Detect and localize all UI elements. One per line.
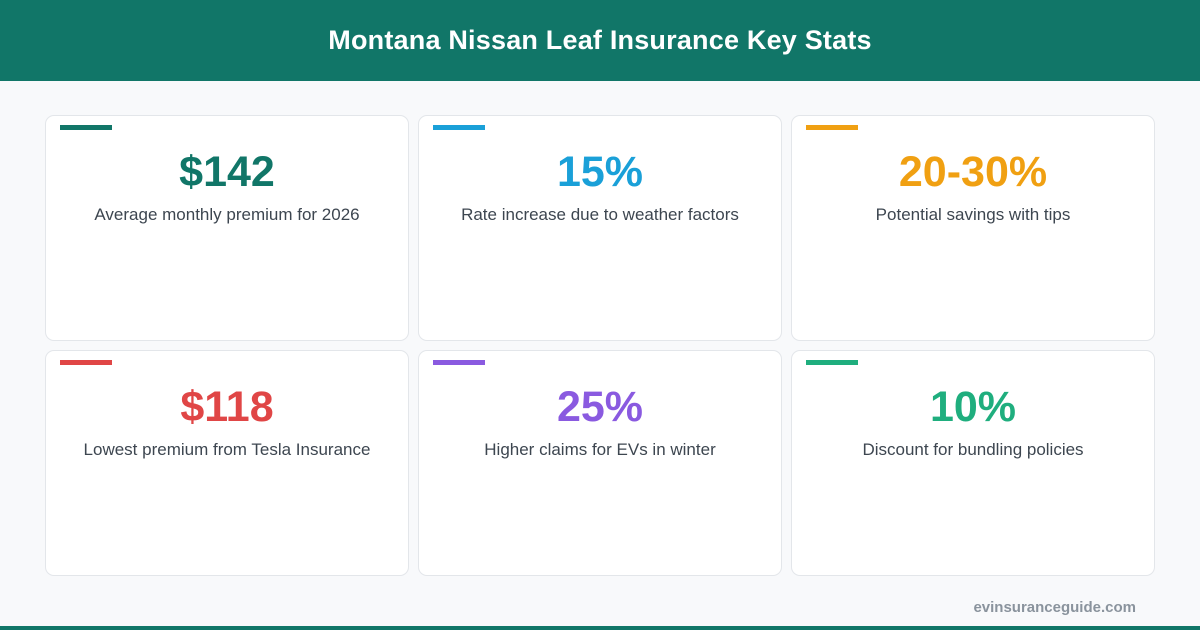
card-accent-bar — [433, 360, 485, 365]
stat-label: Lowest premium from Tesla Insurance — [83, 440, 371, 459]
stat-value: 10% — [929, 383, 1017, 431]
stat-card-average-premium: $142 Average monthly premium for 2026 — [45, 115, 409, 341]
stat-label: Rate increase due to weather factors — [461, 205, 739, 224]
stat-card-winter-claims: 25% Higher claims for EVs in winter — [418, 350, 782, 576]
stat-label: Average monthly premium for 2026 — [94, 205, 360, 224]
card-accent-bar — [433, 125, 485, 130]
footer-site-url: evinsuranceguide.com — [973, 599, 1136, 616]
stat-value: $118 — [180, 383, 274, 431]
card-accent-bar — [60, 125, 112, 130]
stat-value: 25% — [556, 383, 644, 431]
stat-value: 15% — [556, 148, 644, 196]
bottom-accent-bar — [0, 626, 1200, 630]
page-title: Montana Nissan Leaf Insurance Key Stats — [328, 25, 872, 55]
stat-card-rate-increase: 15% Rate increase due to weather factors — [418, 115, 782, 341]
stat-card-potential-savings: 20-30% Potential savings with tips — [791, 115, 1155, 341]
stat-card-bundling-discount: 10% Discount for bundling policies — [791, 350, 1155, 576]
stat-label: Potential savings with tips — [875, 205, 1071, 224]
stat-label: Higher claims for EVs in winter — [484, 440, 716, 459]
stat-value: $142 — [179, 148, 275, 196]
stat-card-lowest-premium: $118 Lowest premium from Tesla Insurance — [45, 350, 409, 576]
stat-value: 20-30% — [898, 148, 1048, 196]
card-accent-bar — [60, 360, 112, 365]
card-accent-bar — [806, 125, 858, 130]
stat-label: Discount for bundling policies — [862, 440, 1084, 459]
header-banner: Montana Nissan Leaf Insurance Key Stats — [0, 0, 1200, 81]
card-accent-bar — [806, 360, 858, 365]
stats-grid: $142 Average monthly premium for 2026 15… — [45, 115, 1155, 576]
